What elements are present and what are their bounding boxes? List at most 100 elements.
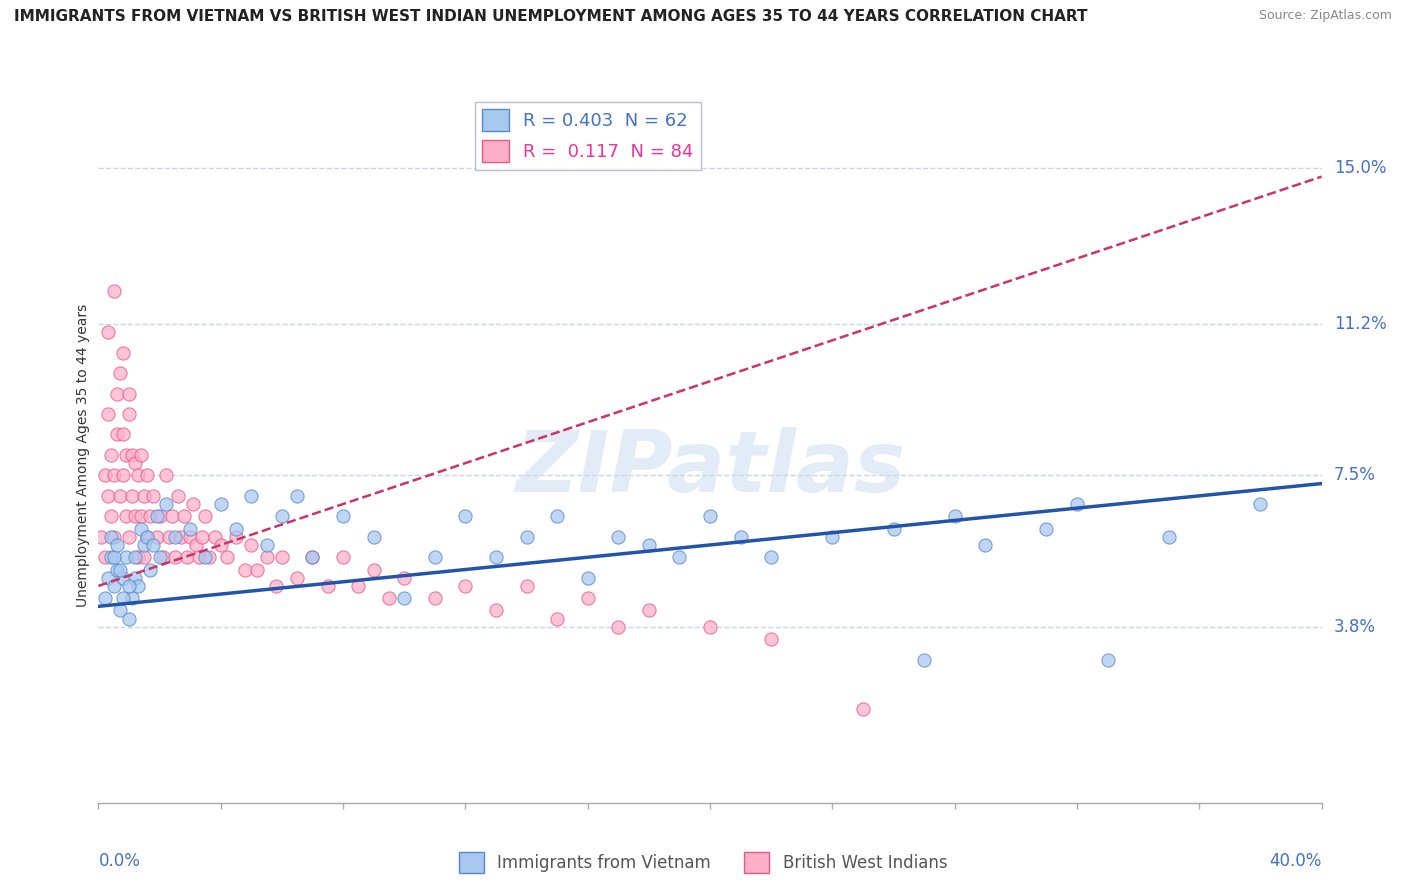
Point (188, 550, 211, 565)
Point (129, 522, 152, 536)
Point (118, 530, 141, 544)
Point (852, 701, 875, 715)
Point (163, 550, 186, 565)
Point (134, 538, 156, 552)
Point (97, 571, 120, 585)
Point (118, 612, 141, 626)
Point (111, 427, 134, 442)
Point (546, 509, 568, 524)
Point (108, 562, 131, 576)
Point (108, 603, 131, 617)
Text: 11.2%: 11.2% (1334, 315, 1386, 333)
Point (246, 562, 269, 576)
Point (111, 345, 134, 359)
Point (378, 591, 401, 606)
Point (576, 591, 599, 606)
Point (157, 530, 180, 544)
Point (392, 571, 416, 585)
Point (124, 456, 146, 470)
Point (1035, 522, 1057, 536)
Point (142, 489, 165, 503)
Point (316, 579, 339, 593)
Point (124, 509, 146, 524)
Point (93, 591, 115, 606)
Point (179, 530, 201, 544)
Point (103, 530, 125, 544)
Point (93, 550, 115, 565)
Point (103, 468, 125, 483)
Point (142, 538, 165, 552)
Point (256, 538, 278, 552)
Point (730, 530, 752, 544)
Point (121, 489, 143, 503)
Point (516, 579, 538, 593)
Text: 7.5%: 7.5% (1334, 467, 1375, 484)
Point (637, 538, 661, 552)
Point (759, 550, 782, 565)
Text: 40.0%: 40.0% (1270, 852, 1322, 870)
Point (363, 562, 385, 576)
Point (167, 489, 190, 503)
Point (485, 550, 508, 565)
Point (637, 603, 661, 617)
Point (115, 509, 138, 524)
Point (285, 489, 308, 503)
Point (111, 468, 134, 483)
Point (256, 550, 278, 565)
Text: 15.0%: 15.0% (1334, 160, 1386, 178)
Point (301, 550, 323, 565)
Point (912, 652, 935, 666)
Point (121, 591, 143, 606)
Point (485, 603, 508, 617)
Point (100, 550, 122, 565)
Point (943, 509, 966, 524)
Point (155, 468, 177, 483)
Point (270, 550, 292, 565)
Point (759, 632, 782, 646)
Point (233, 562, 256, 576)
Point (576, 571, 599, 585)
Point (93, 468, 115, 483)
Text: 3.8%: 3.8% (1334, 618, 1376, 636)
Point (1066, 497, 1088, 511)
Point (152, 550, 174, 565)
Point (264, 579, 287, 593)
Point (129, 448, 152, 462)
Point (240, 489, 263, 503)
Point (173, 509, 195, 524)
Point (121, 448, 143, 462)
Point (191, 530, 214, 544)
Point (149, 550, 172, 565)
Point (181, 497, 204, 511)
Point (170, 530, 193, 544)
Point (516, 530, 538, 544)
Point (118, 407, 141, 421)
Point (97, 407, 120, 421)
Point (332, 509, 354, 524)
Point (111, 571, 134, 585)
Point (97, 489, 120, 503)
Point (127, 468, 149, 483)
Point (115, 448, 138, 462)
Point (186, 538, 208, 552)
Point (347, 579, 370, 593)
Point (209, 538, 232, 552)
Text: IMMIGRANTS FROM VIETNAM VS BRITISH WEST INDIAN UNEMPLOYMENT AMONG AGES 35 TO 44 : IMMIGRANTS FROM VIETNAM VS BRITISH WEST … (14, 9, 1088, 24)
Point (209, 497, 232, 511)
Point (105, 538, 128, 552)
Legend: Immigrants from Vietnam, British West Indians: Immigrants from Vietnam, British West In… (453, 846, 953, 880)
Text: Source: ZipAtlas.com: Source: ZipAtlas.com (1258, 9, 1392, 22)
Point (225, 530, 247, 544)
Point (454, 579, 477, 593)
Point (115, 550, 138, 565)
Point (179, 522, 201, 536)
Point (363, 530, 385, 544)
Legend: R = 0.403  N = 62, R =  0.117  N = 84: R = 0.403 N = 62, R = 0.117 N = 84 (475, 103, 700, 169)
Point (108, 489, 131, 503)
Point (139, 562, 162, 576)
Point (285, 571, 308, 585)
Point (699, 620, 721, 634)
Point (105, 562, 128, 576)
Point (197, 550, 219, 565)
Point (974, 538, 997, 552)
